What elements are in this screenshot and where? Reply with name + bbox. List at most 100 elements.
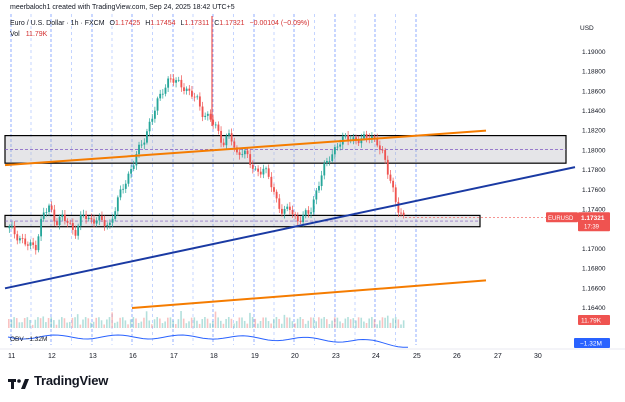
volume-bar <box>92 321 95 328</box>
volume-bar <box>265 317 267 328</box>
volume-bar <box>132 317 135 328</box>
candle-body <box>400 212 402 214</box>
volume-bar <box>193 317 196 328</box>
volume-bar <box>204 317 206 328</box>
volume-bar <box>21 322 23 328</box>
ohlc-low-value: 1.17311 <box>184 20 210 27</box>
candle-body <box>355 137 357 141</box>
candle-body <box>320 175 323 187</box>
candle-body <box>296 215 299 222</box>
candle-body <box>148 121 151 132</box>
symbol-legend[interactable]: Euro / U.S. Dollar · 1h · FXCM O1.17425 … <box>10 20 309 27</box>
volume-bar <box>103 324 105 328</box>
volume-bar <box>214 311 217 328</box>
candle-body <box>185 88 188 91</box>
volume-bar <box>116 321 119 328</box>
candle-body <box>95 220 98 224</box>
time-tick-label: 11 <box>8 353 15 360</box>
volume-bar <box>254 318 257 328</box>
volume-bar <box>400 324 402 328</box>
volume-bar <box>13 317 15 328</box>
candle-body <box>34 244 37 251</box>
volume-bar <box>61 317 63 328</box>
candle-body <box>225 135 228 146</box>
volume-bar <box>304 323 307 328</box>
volume-bar <box>39 318 42 328</box>
candle-body <box>262 168 265 175</box>
time-tick-label: 20 <box>291 353 299 360</box>
price-tick-label: 1.17800 <box>582 167 606 174</box>
volume-bar <box>249 312 251 328</box>
volume-bar <box>302 319 304 328</box>
volume-bar <box>402 320 405 328</box>
candle-body <box>233 141 236 148</box>
volume-bar <box>326 319 328 328</box>
candle-body <box>132 165 135 169</box>
volume-bar <box>328 324 331 328</box>
volume-bar <box>225 318 227 328</box>
candle-body <box>103 219 106 227</box>
volume-bar <box>143 317 145 328</box>
candle-body <box>82 214 85 216</box>
symbol-tag-text: EURUSD <box>548 216 574 222</box>
candle-body <box>357 140 360 144</box>
candle-body <box>24 238 27 245</box>
volume-bar <box>241 317 243 328</box>
candle-body <box>172 78 175 83</box>
candle-body <box>265 168 267 170</box>
volume-bar <box>275 317 278 328</box>
tradingview-brand-text: TradingView <box>34 373 109 388</box>
volume-bar <box>23 318 26 328</box>
volume-bar <box>196 320 198 328</box>
obv-legend: OBV −1.32M <box>10 336 47 343</box>
volume-bar <box>376 324 378 328</box>
volume-bar <box>55 324 58 328</box>
volume-bar <box>331 320 333 328</box>
candle-body <box>11 225 13 227</box>
ohlc-open-label: O <box>109 20 115 27</box>
volume-bar <box>180 311 182 328</box>
candle-body <box>201 106 204 117</box>
volume-bar <box>267 321 270 328</box>
volume-bar <box>151 324 153 328</box>
ohlc-close-value: 1.17321 <box>219 20 245 27</box>
volume-bar <box>90 322 92 328</box>
time-tick-label: 30 <box>534 353 542 360</box>
candle-body <box>193 96 196 98</box>
candle-body <box>106 224 109 227</box>
volume-bar <box>84 317 87 328</box>
candle-body <box>74 229 77 236</box>
candle-body <box>93 219 95 224</box>
volume-bar <box>222 323 225 328</box>
candle-body <box>302 215 305 223</box>
candle-body <box>26 244 29 246</box>
volume-legend[interactable]: Vol 11.79K <box>10 31 47 38</box>
candle-body <box>198 96 201 107</box>
volume-bar <box>68 321 71 328</box>
candle-body <box>87 217 90 219</box>
ohlc-high-label: H <box>145 20 151 27</box>
candle-body <box>384 150 387 160</box>
candle-body <box>183 87 185 91</box>
candle-body <box>140 144 143 146</box>
candle-body <box>204 115 207 117</box>
candle-body <box>146 131 148 143</box>
candle-body <box>151 118 154 122</box>
tradingview-logo[interactable]: TradingView <box>8 373 109 389</box>
price-tick-label: 1.17600 <box>582 187 606 194</box>
volume-bar <box>100 320 103 328</box>
volume-bar <box>392 318 394 328</box>
candle-body <box>122 188 125 190</box>
candle-body <box>347 135 350 141</box>
candle-body <box>98 216 101 221</box>
candle-body <box>138 144 140 155</box>
candle-body <box>241 154 244 156</box>
candle-body <box>48 205 50 213</box>
price-axis-currency: USD <box>580 25 594 32</box>
volume-bar <box>31 324 34 328</box>
volume-bar <box>185 323 188 328</box>
price-tag-text: 1.17321 <box>581 215 605 222</box>
candle-body <box>373 136 376 138</box>
